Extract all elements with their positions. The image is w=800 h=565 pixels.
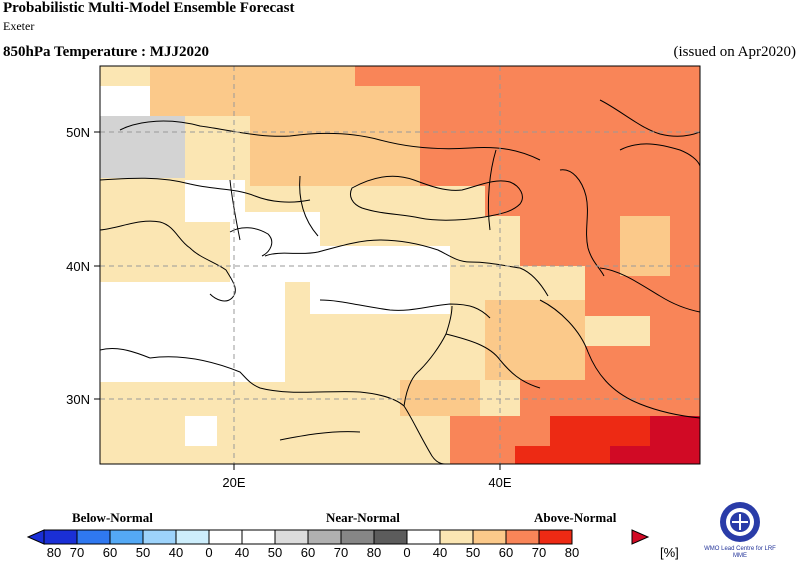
- map-cell-above-60: [355, 66, 700, 86]
- legend-swatch: [538, 529, 573, 545]
- probability-map: [100, 66, 700, 464]
- legend-tick-label: 0: [205, 545, 212, 560]
- legend-arrow-left: [26, 529, 45, 545]
- legend-tick-label: 40: [169, 545, 183, 560]
- map-cell-above-50: [320, 130, 420, 180]
- map-cell-white: [230, 212, 320, 282]
- legend-tick-label: 60: [499, 545, 513, 560]
- map-cell-above-50: [400, 380, 480, 416]
- legend-swatch: [43, 529, 78, 545]
- coastlines: [100, 99, 700, 464]
- map-cell-above-60: [520, 380, 585, 416]
- map-cell-above-60: [620, 276, 670, 316]
- variable-title: 850hPa Temperature : MJJ2020: [3, 44, 209, 60]
- legend-tick-label: 80: [47, 545, 61, 560]
- map-cell-near-normal: [100, 116, 185, 178]
- legend-near-normal: Near-Normal: [326, 510, 400, 525]
- logo-caption: WMO Lead Centre for LRF MME: [704, 546, 776, 559]
- lon-label-20e: 20E: [222, 475, 245, 490]
- legend-swatch: [340, 529, 375, 545]
- legend-swatch: [175, 529, 210, 545]
- graticule: [100, 66, 700, 464]
- legend-below-normal: Below-Normal: [72, 510, 153, 525]
- map-cell-above-80: [610, 446, 650, 464]
- map-cell-above-70: [515, 446, 550, 464]
- map-cell-white: [100, 86, 150, 116]
- map-cell-above-50: [150, 66, 250, 116]
- legend-swatch: [406, 529, 441, 545]
- map-frame: [99, 65, 701, 465]
- map-cell-white: [185, 416, 217, 446]
- legend-colorbar: [26, 529, 650, 545]
- legend-tick-label: 70: [334, 545, 348, 560]
- lat-label-30n: 30N: [66, 392, 90, 407]
- legend-tick-label: 0: [403, 545, 410, 560]
- lat-label-40n: 40N: [66, 259, 90, 274]
- legend-tick-label: 40: [235, 545, 249, 560]
- legend-tick-label: 40: [433, 545, 447, 560]
- legend-swatch: [208, 529, 243, 545]
- map-cell-above-50: [485, 300, 585, 380]
- axis-ticks: [94, 131, 501, 470]
- legend-swatch: [109, 529, 144, 545]
- chart-subtitle: Exeter: [3, 19, 35, 33]
- map-cell-above-60: [420, 86, 700, 186]
- legend-tick-label: 80: [565, 545, 579, 560]
- lat-label-50n: 50N: [66, 125, 90, 140]
- legend-arrow-right: [631, 529, 650, 545]
- legend-swatch: [142, 529, 177, 545]
- legend-tick-label: 80: [367, 545, 381, 560]
- legend-swatch: [76, 529, 111, 545]
- legend-swatch: [307, 529, 342, 545]
- map-cell-white: [100, 282, 285, 382]
- legend-tick-label: 50: [136, 545, 150, 560]
- map-cell-white: [310, 246, 450, 314]
- issued-date: (issued on Apr2020): [673, 44, 797, 60]
- legend-swatch: [241, 529, 276, 545]
- map-cell-above-80: [650, 416, 700, 464]
- map-cell-above-60: [485, 186, 700, 216]
- legend-tick-label: 50: [466, 545, 480, 560]
- legend-tick-label: 70: [70, 545, 84, 560]
- map-cell-above-60: [585, 346, 650, 416]
- legend-swatch: [373, 529, 408, 545]
- lon-label-40e: 40E: [488, 475, 511, 490]
- legend-swatch: [439, 529, 474, 545]
- legend-swatch: [274, 529, 309, 545]
- legend-tick-label: 60: [103, 545, 117, 560]
- wmo-logo-icon: [720, 502, 760, 542]
- legend-above-normal: Above-Normal: [534, 510, 617, 525]
- legend-unit: [%]: [660, 545, 679, 560]
- legend-tick-label: 50: [268, 545, 282, 560]
- map-cell-above-60: [650, 316, 700, 416]
- map-cell-above-50: [620, 216, 670, 276]
- map-cell-above-60: [520, 216, 620, 266]
- legend-swatch: [472, 529, 507, 545]
- legend-tick-label: 60: [301, 545, 315, 560]
- legend-tick-labels: 80 70 60 50 40 0 40 50 60 70 80 0 40 50 60 70 80: [47, 545, 579, 560]
- chart-title: Probabilistic Multi-Model Ensemble Forec…: [3, 0, 295, 16]
- legend-swatch: [505, 529, 540, 545]
- legend-tick-label: 70: [532, 545, 546, 560]
